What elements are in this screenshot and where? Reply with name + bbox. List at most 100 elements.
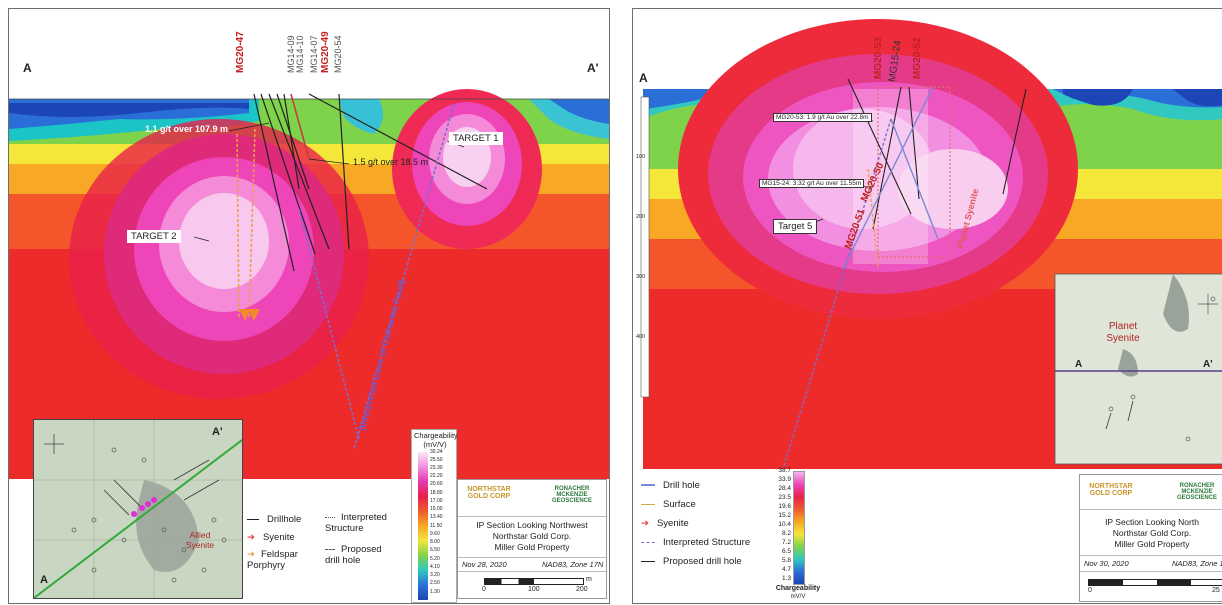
right-colorbar-title: Chargeability	[775, 585, 821, 592]
legend-drillhole: Drillhole	[247, 514, 301, 525]
target-1-label: TARGET 1	[449, 132, 503, 145]
northstar-logo: NORTHSTAR GOLD CORP	[467, 486, 511, 500]
right-legend-proposed: Proposed drill hole	[641, 556, 742, 567]
right-inset-endpoint-a: A	[1075, 359, 1083, 370]
colorbar-tick-label: 5.20	[430, 555, 440, 562]
right-chargeability-section	[640, 19, 1222, 470]
colorbar-tick-label: 5.8	[781, 556, 791, 564]
right-colorbar-ramp	[793, 471, 805, 585]
right-northstar-logo: NORTHSTAR GOLD CORP	[1089, 483, 1133, 497]
colorbar-tick-label: 18.80	[430, 489, 443, 496]
colorbar-tick-label: 20.60	[430, 481, 443, 488]
legend-interpreted-structure: Interpreted Structure	[325, 512, 387, 534]
right-legend-interpreted: Interpreted Structure	[641, 537, 750, 548]
hole-label-mg14-07: MG14-07	[309, 35, 319, 73]
legend-syenite: ➔ Syenite	[247, 532, 295, 543]
left-colorbar-box: Chargeability (mV/V) 30.24 25.50 23.30 22.2…	[411, 429, 458, 603]
depth-tick-400: 400	[636, 334, 646, 340]
right-legend-surface: Surface	[641, 499, 696, 510]
right-colorbar-unit: mV/V	[790, 594, 806, 600]
legend-feldspar-porphyry: ➔ Feldspar Porphyry	[247, 549, 298, 571]
right-intercept-2: MG15-24: 3.32 g/t Au over 11.55m	[759, 179, 865, 188]
colorbar-tick-label: 6.50	[430, 547, 440, 554]
right-scale-25: 25	[1212, 587, 1220, 594]
colorbar-tick-label: 22.20	[430, 473, 443, 480]
left-endpoint-a: A	[23, 61, 32, 75]
right-title-block: NORTHSTAR GOLD CORP RONACHER MCKENZIE GE…	[1079, 474, 1222, 602]
colorbar-tick-label: 8.00	[430, 539, 440, 546]
right-drillhole-traces	[847, 78, 1027, 230]
left-endpoint-a-prime: A'	[587, 61, 599, 75]
right-ronacher-logo: RONACHER MCKENZIE GEOSCIENCE	[1176, 483, 1217, 501]
right-title-line3: Miller Gold Property	[1114, 539, 1190, 549]
hole-label-mg20-53: MG20-53	[873, 37, 884, 79]
colorbar-tick-label: 23.5	[778, 493, 791, 501]
colorbar-tick-label: 7.2	[781, 538, 791, 546]
inset-planet-syenite-label: Planet Syenite	[1106, 321, 1140, 344]
depth-tick-300: 300	[636, 274, 646, 280]
right-intercept-1: MG20-53: 1.9 g/t Au over 22.8m	[773, 113, 872, 122]
right-scale-0: 0	[1088, 587, 1092, 594]
hole-label-mg20-49: MG20-49	[320, 31, 331, 73]
right-title-line2: Northstar Gold Corp.	[1112, 528, 1192, 538]
left-title-datum: NAD83, Zone 17N	[542, 560, 604, 569]
left-colorbar-title: Chargeability (mV/V)	[414, 431, 458, 449]
legend-proposed-hole: Proposed drill hole	[325, 544, 382, 566]
left-colorbar-ramp	[418, 452, 428, 600]
right-legend-syenite: ➔ Syenite	[641, 518, 689, 529]
colorbar-tick-label: 9.60	[430, 530, 440, 537]
right-colorbar-box: 38.7 33.9 28.4 23.5 19.6 15.2 10.4 8.2 7.2 6.5 5.8…	[763, 466, 823, 603]
left-scale-100: 100	[528, 586, 540, 593]
left-title-line3: Miller Gold Property	[494, 542, 570, 552]
allied-syenite-label: Allied Syenite	[185, 530, 215, 550]
target-2-label: TARGET 2	[127, 230, 181, 243]
right-title-line1: IP Section Looking North	[1105, 517, 1199, 527]
left-title-line1: IP Section Looking Northwest	[476, 520, 588, 530]
target-5-label: Target 5	[773, 219, 818, 234]
inset-endpoint-a-prime: A'	[212, 426, 223, 438]
left-title-line2: Northstar Gold Corp.	[492, 531, 572, 541]
hole-label-mg20-54: MG20-54	[333, 35, 343, 73]
left-chargeability-section	[9, 89, 609, 479]
colorbar-tick-label: 4.10	[430, 563, 440, 570]
colorbar-tick-label: 23.30	[430, 464, 443, 471]
left-intercept-2: 1.5 g/t over 18.5 m	[353, 157, 429, 167]
left-scale-unit: m	[586, 576, 592, 583]
left-section-panel: A A' MG20-47 MG14-09 MG14-10 MG14-07 MG2…	[8, 8, 610, 604]
left-drillhole-traces	[253, 93, 488, 272]
left-title-date: Nov 28, 2020	[462, 560, 507, 569]
hole-label-mg20-47: MG20-47	[235, 31, 246, 73]
depth-tick-100: 100	[636, 154, 646, 160]
left-inset-map: A A' Allied Syenite	[33, 419, 243, 599]
colorbar-tick-label: 38.7	[778, 466, 791, 474]
colorbar-tick-label: 28.4	[778, 484, 791, 492]
colorbar-tick-label: 6.5	[781, 547, 791, 555]
right-legend-drill-hole: Drill hole	[641, 480, 700, 491]
left-colorbar-ticks: 30.24 25.50 23.30 22.20 20.60 18.80 17.00 15.00…	[430, 449, 456, 602]
right-colorbar-ticks: 38.7 33.9 28.4 23.5 19.6 15.2 10.4 8.2 7.2 6.5 5.8…	[763, 466, 791, 583]
colorbar-tick-label: 3.20	[430, 572, 440, 579]
colorbar-tick-label: 4.7	[781, 565, 791, 573]
ronacher-logo: RONACHER MCKENZIE GEOSCIENCE	[551, 486, 592, 504]
colorbar-tick-label: 15.00	[430, 506, 443, 513]
hole-label-mg14-10: MG14-10	[295, 35, 305, 73]
left-scale-0: 0	[482, 586, 486, 593]
inset-endpoint-a: A	[40, 574, 48, 586]
colorbar-tick-label: 10.4	[778, 520, 791, 528]
left-title-block: NORTHSTAR GOLD CORP RONACHER MCKENZIE GE…	[457, 479, 607, 599]
right-endpoint-a: A	[639, 71, 648, 85]
left-scalebar	[484, 578, 584, 585]
colorbar-tick-label: 15.2	[778, 511, 791, 519]
colorbar-tick-label: 2.50	[430, 580, 440, 587]
right-proposed-holes	[782, 118, 892, 470]
hole-label-mg20-52: MG20-52	[912, 37, 923, 79]
right-title-datum: NAD83, Zone 1	[1172, 559, 1222, 568]
colorbar-tick-label: 8.2	[781, 529, 791, 537]
left-intercept-1: 1.1 g/t over 107.9 m	[145, 124, 229, 134]
right-inset-endpoint-a-prime: A'	[1203, 359, 1213, 370]
right-scalebar	[1088, 579, 1222, 586]
colorbar-tick-label: 33.9	[778, 475, 791, 483]
colorbar-tick-label: 17.00	[430, 497, 443, 504]
right-title-date: Nov 30, 2020	[1084, 559, 1129, 568]
depth-tick-200: 200	[636, 214, 646, 220]
